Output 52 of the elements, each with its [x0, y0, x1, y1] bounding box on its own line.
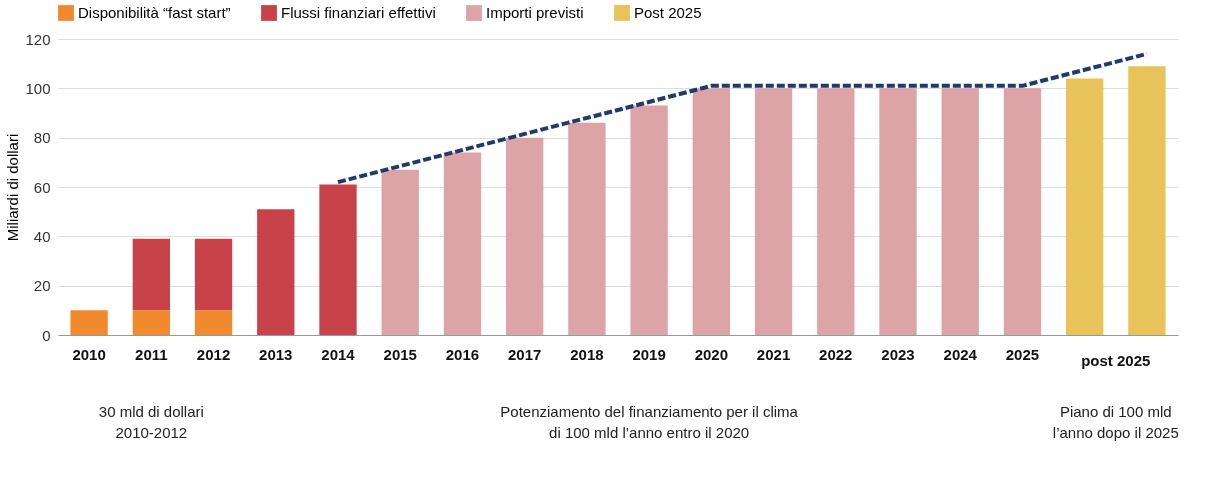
x-tick-label: 2020 [694, 345, 729, 363]
bar [257, 209, 295, 335]
x-tick-label: 2025 [1005, 345, 1040, 363]
bar [1128, 66, 1166, 335]
x-tick-label: 2021 [756, 345, 791, 363]
x-tick-label: 2017 [507, 345, 542, 363]
text: 30 mld di dollari 2010-2012 [98, 403, 204, 441]
x-tick-label: 2018 [570, 345, 604, 363]
legend-label: Flussi finanziari effettivi [281, 4, 436, 21]
bar [70, 310, 108, 335]
x-tick-label: 2014 [321, 345, 356, 363]
bar [132, 238, 170, 311]
bar [754, 88, 793, 335]
bar [194, 310, 233, 335]
x-tick-label: 2019 [632, 345, 666, 363]
legend-label: Disponibilità “fast start” [78, 4, 231, 21]
text: Piano di 100 mld l’anno dopo il 2025 [1052, 403, 1179, 441]
bar [630, 105, 668, 335]
bar [879, 88, 917, 335]
x-tick-label: 2015 [383, 345, 417, 363]
y-tick-label: 40 [33, 227, 51, 245]
bar [692, 88, 730, 335]
x-tick-label: 2013 [259, 345, 293, 363]
y-axis-title: Miliardi di dollari [4, 133, 22, 242]
y-tick-label: 20 [33, 277, 51, 295]
legend-label: Importi previsti [486, 4, 584, 21]
bar [132, 310, 170, 335]
bar [443, 152, 482, 335]
y-tick-label: 0 [42, 326, 51, 344]
bar [941, 88, 979, 335]
x-tick-label: 2012 [196, 345, 231, 363]
y-tick-label: 80 [33, 129, 51, 147]
x-tick-label: 2010 [72, 345, 106, 363]
bar [1066, 78, 1104, 335]
x-tick-label: 2023 [881, 345, 915, 363]
text: Potenziamento del finanziamento per il clima di 100 mld l’anno entro il 2020 [500, 403, 799, 441]
bar [381, 169, 419, 335]
bar [817, 88, 855, 335]
bar [194, 238, 233, 311]
x-tick-label: 2022 [819, 345, 853, 363]
bar [506, 137, 544, 335]
y-tick-label: 60 [33, 178, 51, 196]
bar [319, 184, 357, 335]
y-tick-label: 120 [25, 30, 51, 48]
text: post 2025 [1081, 352, 1151, 369]
legend-label: Post 2025 [634, 4, 702, 21]
y-tick-label: 100 [25, 79, 51, 97]
x-tick-label: 2011 [135, 345, 168, 363]
bar [1003, 88, 1042, 335]
x-tick-label: 2016 [445, 345, 480, 363]
x-tick-label: 2024 [943, 345, 978, 363]
bar [568, 122, 606, 335]
